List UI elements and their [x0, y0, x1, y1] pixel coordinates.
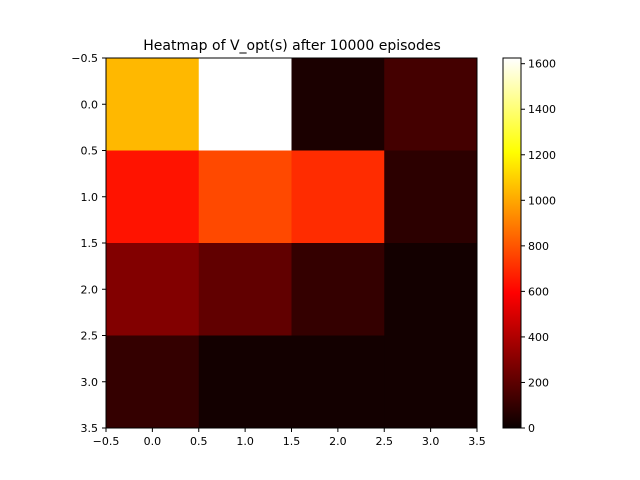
colorbar-tick-label: 600 [528, 285, 549, 298]
x-tick-label: −0.5 [93, 435, 120, 448]
heatmap-cell [384, 335, 478, 429]
colorbar-tick-label: 0 [528, 422, 535, 435]
heatmap-cell [384, 243, 478, 336]
colorbar-tick-label: 400 [528, 331, 549, 344]
heatmap-cell [384, 58, 478, 151]
y-tick-label: 2.0 [81, 283, 99, 296]
heatmap-cell [291, 58, 385, 151]
heatmap-cell [198, 150, 292, 244]
heatmap-cell [106, 58, 200, 151]
y-tick-label: 1.5 [81, 237, 99, 250]
heatmap-cell [106, 150, 200, 244]
y-tick-label: −0.5 [71, 52, 98, 65]
heatmap-cell [291, 335, 385, 429]
x-tick-label: 1.5 [283, 435, 301, 448]
x-tick-label: 2.0 [329, 435, 347, 448]
heatmap-cell [291, 150, 385, 244]
x-tick-label: 3.0 [422, 435, 440, 448]
heatmap-cells [106, 58, 478, 429]
x-tick-label: 1.0 [236, 435, 254, 448]
heatmap-cell [291, 243, 385, 336]
colorbar-tick-label: 1000 [528, 194, 556, 207]
y-axis: −0.5 0.0 0.5 1.0 1.5 2.0 2.5 3.0 3.5 [71, 52, 106, 435]
y-tick-label: 0.0 [81, 98, 99, 111]
y-tick-label: 1.0 [81, 191, 99, 204]
y-tick-label: 3.0 [81, 376, 99, 389]
x-tick-label: 2.5 [376, 435, 394, 448]
heatmap-cell [384, 150, 478, 244]
x-tick-label: 0.5 [190, 435, 208, 448]
heatmap-cell [106, 335, 200, 429]
heatmap-cell [198, 58, 292, 151]
colorbar-tick-label: 200 [528, 376, 549, 389]
colorbar-tick-label: 1200 [528, 149, 556, 162]
x-axis: −0.5 0.0 0.5 1.0 1.5 2.0 2.5 3.0 3.5 [93, 428, 486, 448]
colorbar-tick-label: 1600 [528, 58, 556, 71]
heatmap-cell [198, 243, 292, 336]
heatmap-cell [106, 243, 200, 336]
chart-title: Heatmap of V_opt(s) after 10000 episodes [143, 38, 441, 54]
y-tick-label: 2.5 [81, 330, 99, 343]
colorbar-axis: 0 200 400 600 800 1000 1200 1400 1600 [521, 58, 556, 435]
y-tick-label: 3.5 [81, 422, 99, 435]
heatmap-cell [198, 335, 292, 429]
y-tick-label: 0.5 [81, 145, 99, 158]
x-tick-label: 0.0 [144, 435, 162, 448]
colorbar [502, 57, 522, 429]
colorbar-tick-label: 1400 [528, 103, 556, 116]
colorbar-tick-label: 800 [528, 240, 549, 253]
x-tick-label: 3.5 [468, 435, 486, 448]
